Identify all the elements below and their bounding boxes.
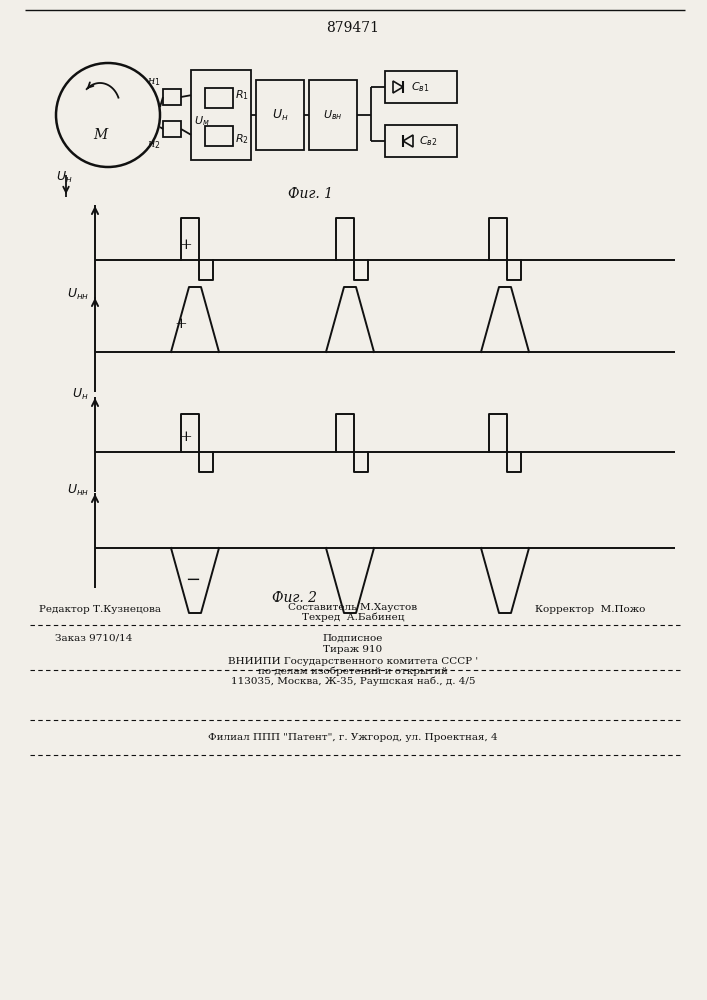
Text: Техред  А.Бабинец: Техред А.Бабинец (302, 612, 404, 622)
Text: Редактор Т.Кузнецова: Редактор Т.Кузнецова (39, 605, 161, 614)
Text: Составитель М.Хаустов: Составитель М.Хаустов (288, 603, 418, 612)
Text: 113035, Москва, Ж-35, Раушская наб., д. 4/5: 113035, Москва, Ж-35, Раушская наб., д. … (230, 676, 475, 686)
Text: н$_2$: н$_2$ (148, 139, 161, 151)
Bar (256, 80, 304, 150)
Text: Подписное: Подписное (323, 634, 383, 643)
Text: $R_2$: $R_2$ (235, 132, 249, 146)
Text: Фиг. 1: Фиг. 1 (288, 187, 332, 201)
Text: Фиг. 2: Фиг. 2 (272, 591, 317, 605)
Text: 879471: 879471 (327, 21, 380, 35)
Text: Заказ 9710/14: Заказ 9710/14 (55, 634, 132, 643)
Bar (205, 126, 233, 146)
Text: Тираж 910: Тираж 910 (323, 646, 382, 654)
Text: $U_{нн}$: $U_{нн}$ (66, 286, 89, 302)
Text: $U_{нн}$: $U_{нн}$ (66, 482, 89, 498)
Text: +: + (175, 317, 187, 331)
Bar (309, 80, 357, 150)
Bar (191, 70, 251, 160)
Text: $R_1$: $R_1$ (235, 88, 249, 102)
Bar (385, 125, 457, 157)
Bar (163, 121, 181, 137)
Text: $U_н$: $U_н$ (72, 386, 89, 402)
Text: −: − (185, 571, 201, 589)
Text: по делам изобретений и открытий: по делам изобретений и открытий (258, 666, 448, 676)
Bar (385, 71, 457, 103)
Text: $C_{в1}$: $C_{в1}$ (411, 80, 430, 94)
Text: Филиал ППП "Патент", г. Ужгород, ул. Проектная, 4: Филиал ППП "Патент", г. Ужгород, ул. Про… (208, 734, 498, 742)
Bar (205, 88, 233, 108)
Text: М: М (93, 128, 107, 142)
Text: н$_1$: н$_1$ (147, 76, 161, 88)
Text: $U_н$: $U_н$ (56, 169, 73, 185)
Text: $C_{в2}$: $C_{в2}$ (419, 134, 438, 148)
Text: +: + (180, 238, 192, 252)
Text: $U_м$: $U_м$ (194, 114, 210, 128)
Bar (163, 89, 181, 105)
Text: $U_н$: $U_н$ (271, 107, 288, 123)
Text: +: + (180, 430, 192, 444)
Text: ВНИИПИ Государственного комитета СССР ': ВНИИПИ Государственного комитета СССР ' (228, 656, 478, 666)
Text: Корректор  М.Пожо: Корректор М.Пожо (534, 605, 645, 614)
Text: $U_{вн}$: $U_{вн}$ (323, 108, 343, 122)
